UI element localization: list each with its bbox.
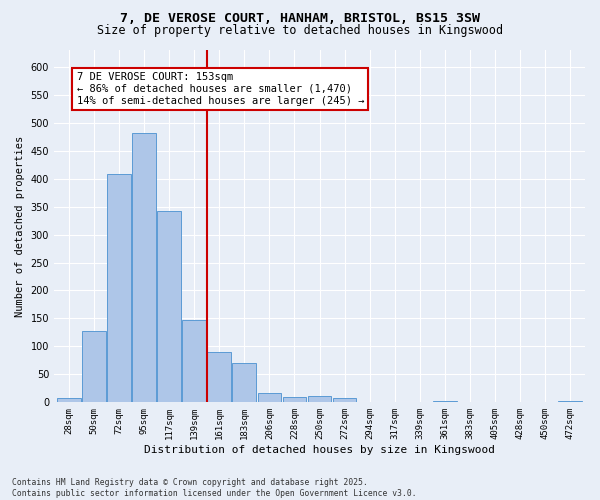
Bar [283, 396, 307, 402]
Bar [133, 133, 156, 402]
Bar [558, 400, 582, 402]
Bar [308, 396, 331, 402]
Bar [57, 398, 81, 402]
Bar [208, 352, 231, 403]
Bar [332, 398, 356, 402]
Bar [433, 400, 457, 402]
X-axis label: Distribution of detached houses by size in Kingswood: Distribution of detached houses by size … [144, 445, 495, 455]
Y-axis label: Number of detached properties: Number of detached properties [15, 136, 25, 317]
Text: 7 DE VEROSE COURT: 153sqm
← 86% of detached houses are smaller (1,470)
14% of se: 7 DE VEROSE COURT: 153sqm ← 86% of detac… [77, 72, 364, 106]
Bar [107, 174, 131, 402]
Bar [157, 211, 181, 402]
Bar [257, 394, 281, 402]
Bar [182, 320, 206, 402]
Text: Contains HM Land Registry data © Crown copyright and database right 2025.
Contai: Contains HM Land Registry data © Crown c… [12, 478, 416, 498]
Text: Size of property relative to detached houses in Kingswood: Size of property relative to detached ho… [97, 24, 503, 37]
Text: 7, DE VEROSE COURT, HANHAM, BRISTOL, BS15 3SW: 7, DE VEROSE COURT, HANHAM, BRISTOL, BS1… [120, 12, 480, 26]
Bar [82, 330, 106, 402]
Bar [232, 363, 256, 403]
